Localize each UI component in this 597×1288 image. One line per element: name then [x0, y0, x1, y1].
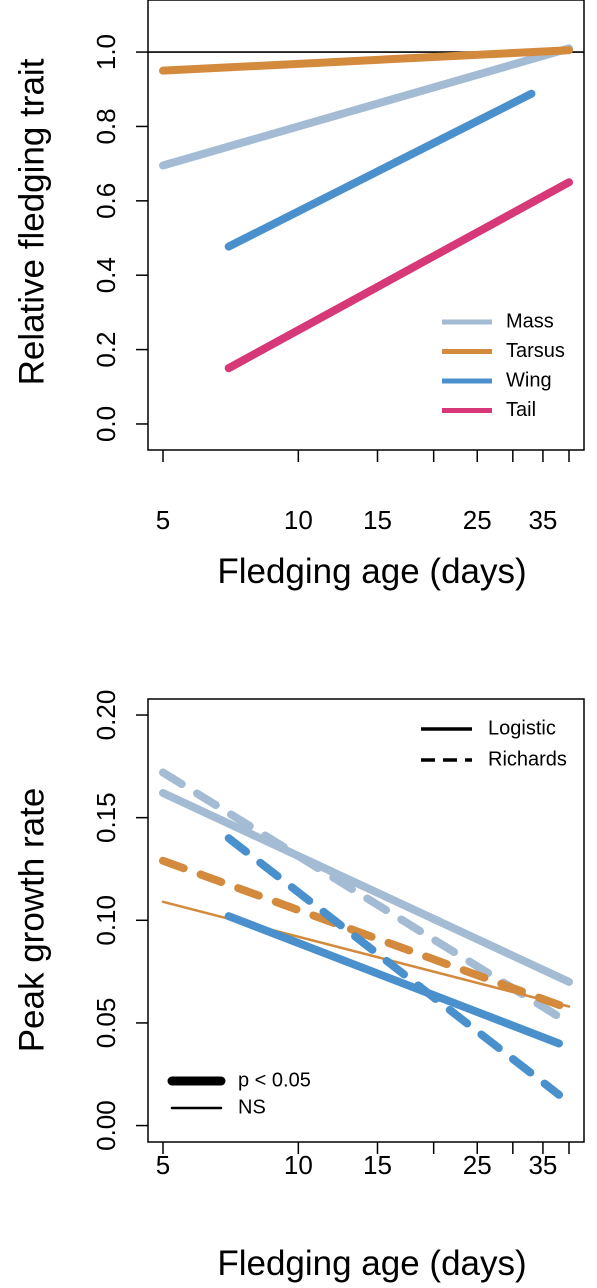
series-line-wing-richards: [224, 834, 563, 1099]
x-tick-label: 5: [156, 1150, 170, 1180]
y-tick-label: 0.0: [91, 406, 121, 442]
x-axis-title: Fledging age (days): [217, 1244, 526, 1283]
y-tick-label: 0.10: [91, 895, 121, 946]
x-tick-label: 15: [363, 1150, 392, 1180]
x-tick-label: 10: [284, 1150, 313, 1180]
legend-label-wing: Wing: [506, 369, 552, 391]
y-tick-label: 0.00: [91, 1100, 121, 1151]
y-tick-label: 1.0: [91, 34, 121, 70]
y-axis-title: Peak growth rate: [12, 788, 51, 1053]
legend-label-richards: Richards: [488, 748, 567, 770]
legend-label-mass: Mass: [506, 310, 554, 332]
series-line-tarsus-richards: [159, 856, 573, 1013]
legend-label-tail: Tail: [506, 399, 536, 421]
x-tick-label: 5: [156, 505, 170, 535]
series-line-wing: [224, 89, 536, 251]
x-tick-label: 35: [528, 505, 557, 535]
y-axis-title: Relative fledging trait: [12, 58, 51, 385]
series-line-tarsus: [159, 46, 573, 75]
series-line-mass-logistic: [159, 789, 573, 986]
legend-label-significance: p < 0.05: [238, 1069, 311, 1091]
y-tick-label: 0.05: [91, 998, 121, 1049]
legend-label-tarsus: Tarsus: [506, 340, 565, 362]
legend-label-logistic: Logistic: [488, 717, 556, 739]
chart-peak-growth-rate: 0.00 0.05 0.10 0.15 0.20 5 10 15 25 35 Fledging ag…: [12, 690, 585, 1283]
y-tick-label: 0.6: [91, 183, 121, 219]
x-tick-label: 25: [463, 505, 492, 535]
legend-label-significance: NS: [238, 1096, 266, 1118]
series-line-tail: [224, 178, 573, 373]
y-tick-label: 0.2: [91, 332, 121, 368]
y-tick-label: 0.8: [91, 108, 121, 144]
series-line-wing-logistic: [224, 912, 563, 1048]
series-line-mass: [159, 44, 573, 170]
x-tick-label: 15: [363, 505, 392, 535]
x-tick-label: 25: [463, 1150, 492, 1180]
x-axis-title: Fledging age (days): [217, 552, 526, 591]
x-tick-label: 35: [528, 1150, 557, 1180]
y-tick-label: 0.20: [91, 690, 121, 741]
y-tick-label: 0.4: [91, 257, 121, 293]
plot-frame: [147, 0, 585, 451]
y-tick-label: 0.15: [91, 792, 121, 843]
x-tick-label: 10: [284, 505, 313, 535]
